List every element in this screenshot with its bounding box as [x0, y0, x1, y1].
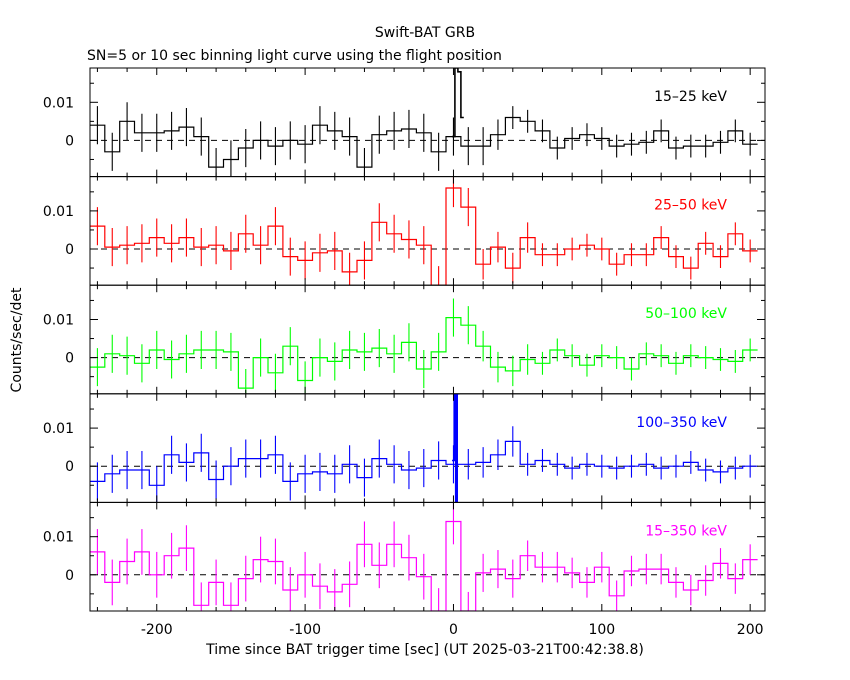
y-tick-label: 0.01 [43, 312, 74, 328]
panel-1: 0.01 0 15–25 keV [43, 67, 766, 178]
panel-5: 0.01 0 15–350 keV [43, 501, 766, 612]
x-tick-label: 100 [588, 622, 615, 638]
chart-title: Swift-BAT GRB [375, 25, 475, 41]
chart-subtitle: SN=5 or 10 sec binning light curve using… [87, 48, 502, 64]
y-axis-label: Counts/sec/det [9, 287, 25, 392]
x-tick-label: -200 [141, 622, 173, 638]
panel-3: 0.01 0 50–100 keV [43, 284, 766, 395]
x-tick-label: -100 [289, 622, 321, 638]
series-4-step-line [90, 440, 758, 486]
x-axis-label: Time since BAT trigger time [sec] (UT 20… [205, 642, 644, 658]
panels-group: 0.01 0 15–25 keV 0.01 0 25–50 keV 0.01 0 50–100 … [43, 67, 766, 638]
energy-band-label: 15–25 keV [654, 89, 727, 105]
series-1-marks [90, 68, 765, 177]
y-tick-label: 0.01 [43, 530, 74, 546]
y-tick-label: 0 [65, 568, 74, 584]
series-5-marks [90, 502, 765, 611]
trigger-spike [452, 68, 464, 138]
x-tick-label: 0 [449, 622, 458, 638]
y-tick-label: 0 [65, 133, 74, 149]
energy-band-label: 25–50 keV [654, 198, 727, 214]
series-1-step-line [90, 116, 758, 168]
panel-frame [89, 176, 766, 286]
panel-frame [89, 393, 766, 503]
panel-4: 0.01 0 100–350 keV [43, 393, 766, 503]
x-tick-label: 200 [737, 622, 764, 638]
y-tick-label: 0.01 [43, 95, 74, 111]
panel-2: 0.01 0 25–50 keV [43, 176, 766, 286]
y-tick-label: 0.01 [43, 204, 74, 220]
series-2-marks [90, 176, 765, 286]
energy-band-label: 50–100 keV [645, 306, 727, 322]
y-tick-label: 0 [65, 459, 74, 475]
y-tick-label: 0 [65, 242, 74, 258]
series-3-step-line [90, 317, 758, 389]
y-tick-label: 0.01 [43, 421, 74, 437]
energy-band-label: 100–350 keV [636, 415, 727, 431]
series-4-marks [90, 393, 765, 503]
panel-frame [89, 501, 766, 612]
trigger-spike [452, 393, 460, 503]
y-tick-label: 0 [65, 351, 74, 367]
energy-band-label: 15–350 keV [645, 523, 727, 539]
panel-frame [89, 284, 766, 395]
panel-frame [89, 67, 766, 178]
